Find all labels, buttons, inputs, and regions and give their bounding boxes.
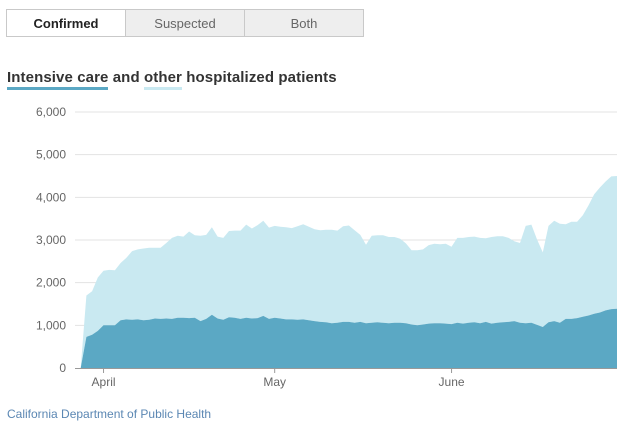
title-intensive-care: Intensive care xyxy=(7,69,109,90)
series-area-intensive-care xyxy=(75,308,617,368)
tab-both[interactable]: Both xyxy=(244,9,364,37)
x-tick-label: May xyxy=(263,375,286,389)
x-tick-label: April xyxy=(92,375,116,389)
chart-title: Intensive care and other hospitalized pa… xyxy=(7,69,337,90)
y-tick-label: 3,000 xyxy=(36,233,66,247)
tab-confirmed[interactable]: Confirmed xyxy=(6,9,126,37)
source-credit: California Department of Public Health xyxy=(7,407,212,421)
title-and: and xyxy=(108,69,144,86)
y-tick-label: 5,000 xyxy=(36,148,66,162)
y-tick-label: 0 xyxy=(59,361,66,375)
title-rest: hospitalized patients xyxy=(181,69,337,86)
y-tick-label: 1,000 xyxy=(36,318,66,332)
tab-suspected[interactable]: Suspected xyxy=(125,9,245,37)
y-tick-label: 4,000 xyxy=(36,190,66,204)
series-area-other xyxy=(75,176,617,368)
hospitalization-chart: 0 1,000 2,000 3,000 4,000 5,000 6,000 April May J… xyxy=(36,105,617,389)
x-tick-label: June xyxy=(439,375,465,389)
view-toggle: Confirmed Suspected Both xyxy=(6,9,364,37)
y-tick-label: 6,000 xyxy=(36,105,66,119)
title-other: other xyxy=(143,69,182,90)
y-tick-label: 2,000 xyxy=(36,276,66,290)
